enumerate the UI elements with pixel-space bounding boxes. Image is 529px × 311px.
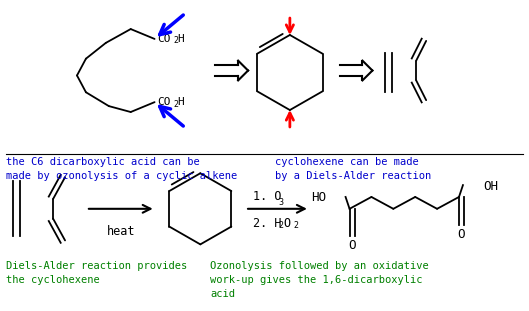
Text: heat: heat	[106, 225, 135, 238]
Text: OH: OH	[483, 179, 498, 193]
Text: Ozonolysis followed by an oxidative
work-up gives the 1,6-dicarboxylic
acid: Ozonolysis followed by an oxidative work…	[211, 261, 429, 299]
Text: HO: HO	[311, 192, 326, 204]
Text: O: O	[457, 228, 464, 241]
Text: 2. H: 2. H	[253, 217, 281, 230]
Text: CO: CO	[158, 97, 171, 107]
Text: Diels-Alder reaction provides
the cyclohexene: Diels-Alder reaction provides the cycloh…	[6, 261, 188, 285]
Text: O: O	[283, 217, 290, 230]
Text: cyclohexene can be made
by a Diels-Alder reaction: cyclohexene can be made by a Diels-Alder…	[275, 157, 431, 181]
Text: CO: CO	[158, 34, 171, 44]
Text: H: H	[177, 34, 184, 44]
Text: 2: 2	[294, 221, 299, 230]
Text: O: O	[348, 239, 355, 253]
Text: 2: 2	[279, 221, 284, 230]
Text: 2: 2	[174, 36, 178, 45]
Text: 1. O: 1. O	[253, 190, 281, 203]
Text: 3: 3	[278, 198, 283, 207]
Text: H: H	[177, 97, 184, 107]
Text: 2: 2	[174, 100, 178, 109]
Text: the C6 dicarboxylic acid can be
made by ozonolysis of a cyclic alkene: the C6 dicarboxylic acid can be made by …	[6, 157, 238, 181]
